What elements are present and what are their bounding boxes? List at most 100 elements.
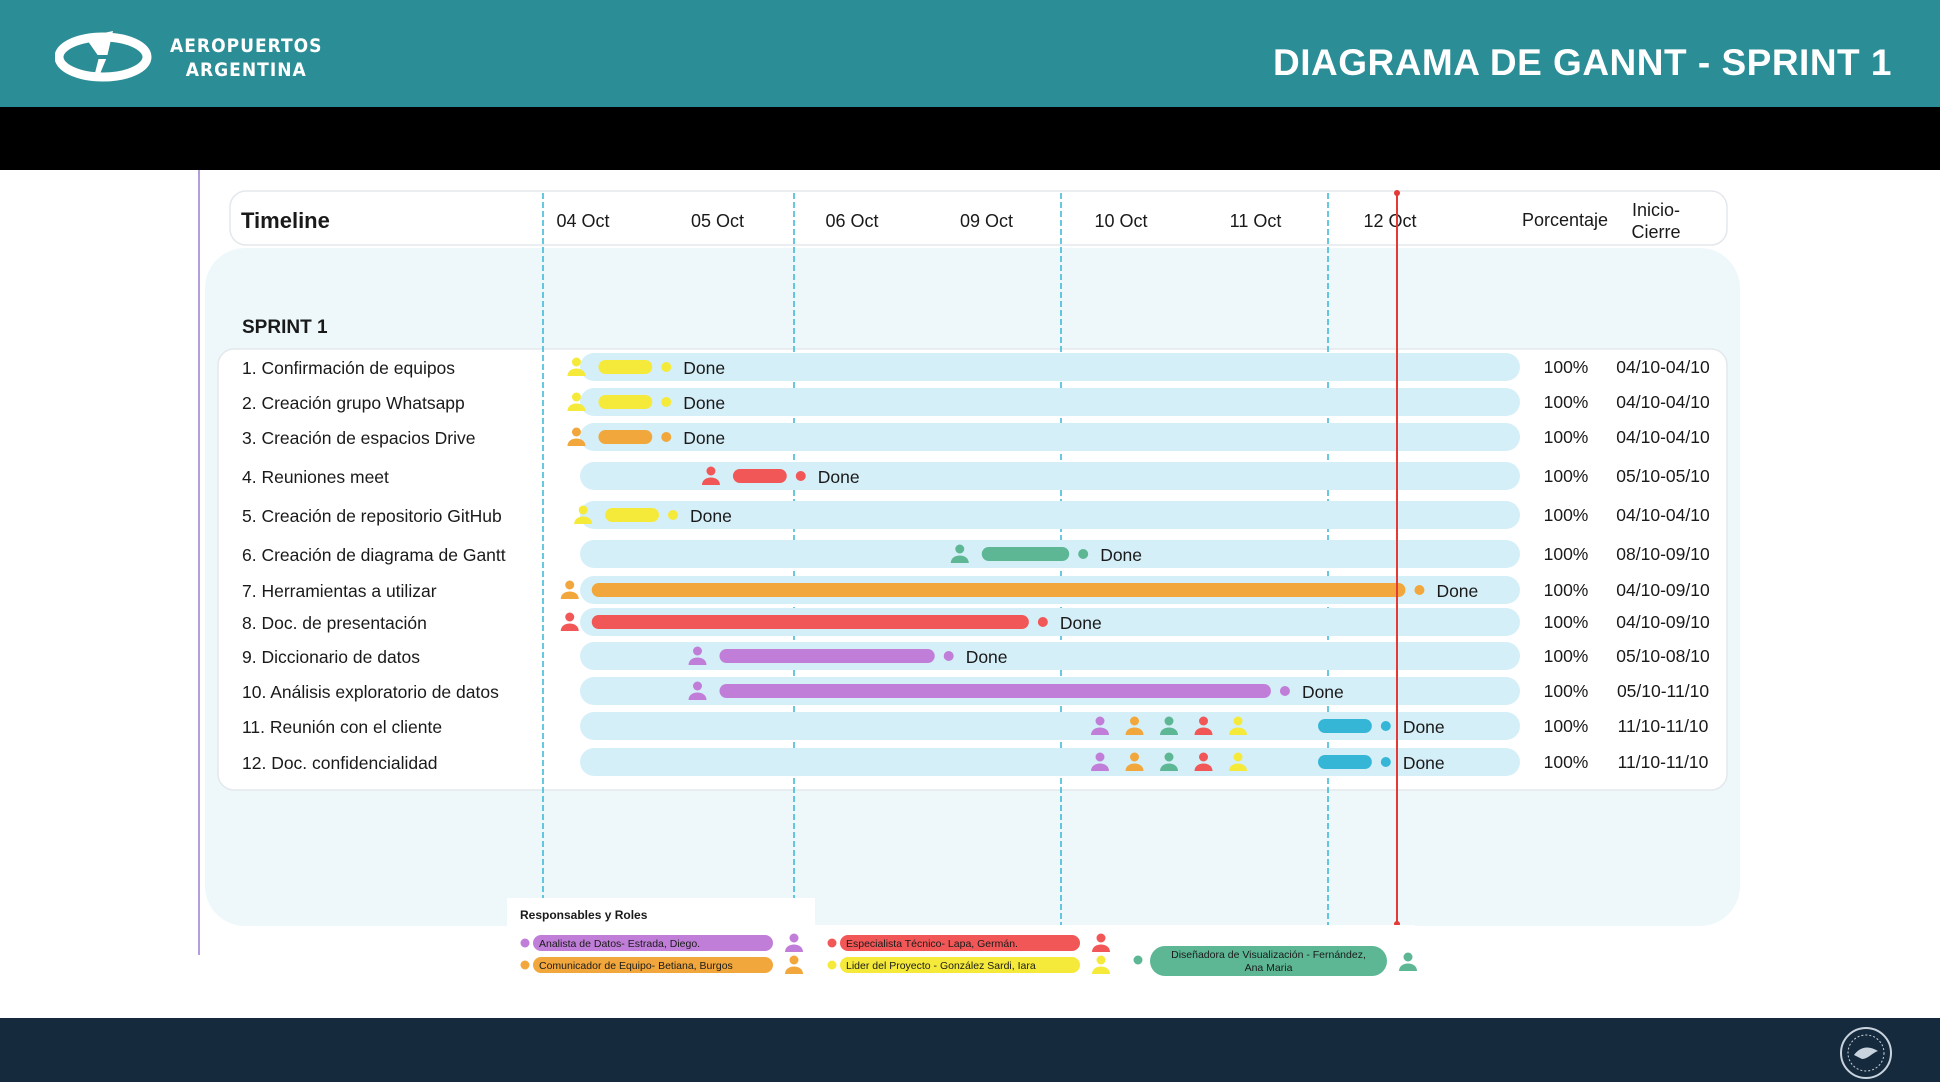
task-percent: 100% [1544,466,1589,486]
person-icon-body [1092,944,1110,952]
legend-dot [827,938,837,948]
task-end-dot [1414,585,1425,595]
legend-dot [827,960,837,970]
task-percent: 100% [1544,427,1589,447]
legend-label: Especialista Técnico- Lapa, Germán. [846,938,1018,950]
task-status: Done [818,467,860,487]
person-icon [574,505,593,524]
task-end-dot [661,432,672,442]
left-guide-line [198,170,200,955]
task-row: 7. Herramientas a utilizar Done 100% 04/10-… [242,576,1710,604]
person-icon [1194,716,1213,735]
legend-pill [1150,946,1387,976]
task-track [580,748,1520,776]
legend-item-especialista: Especialista Técnico- Lapa, Germán. [827,933,1110,952]
person-icon-head [565,580,575,590]
person-icon-body [1125,727,1144,735]
person-icon [1091,716,1109,735]
task-percent: 100% [1544,505,1589,525]
black-bar [0,107,1940,170]
task-bar [732,469,787,483]
legend-pill [533,957,773,973]
person-icon-body [1194,727,1213,735]
person-icon-head [1164,752,1174,762]
person-icon-body [560,623,579,631]
task-end-dot [1380,757,1391,767]
task-label: 11. Reunión con el cliente [242,717,442,737]
person-icon-body [567,438,586,446]
person-icon [1160,716,1178,735]
person-icon-head [1095,752,1105,762]
task-row: 12. Doc. confidencialidad Done 100% 11/10-1… [242,748,1709,776]
legend-label: Analista de Datos- Estrada, Diego. [539,938,700,950]
task-status: Done [683,358,725,378]
person-icon-body [688,657,707,665]
task-dates: 11/10-11/10 [1618,716,1709,736]
task-end-dot [1037,617,1048,627]
legend: Analista de Datos- Estrada, Diego. Comuni… [520,933,1417,976]
task-status: Done [1403,753,1445,773]
person-icon-head [1199,716,1208,726]
legend-item-lider: Lider del Proyecto - González Sardi, Iar… [827,955,1110,974]
task-label: 6. Creación de diagrama de Gantt [242,545,506,565]
legend-label: Ana Maria [1245,962,1293,974]
column-label: 06 Oct [825,211,878,231]
person-icon-head [1233,716,1243,726]
task-status: Done [1302,682,1344,702]
person-icon-head [789,955,799,965]
person-icon-body [950,555,969,563]
task-percent: 100% [1544,612,1589,632]
header-bar: AEROPUERTOS ARGENTINA DIAGRAMA DE GANNT … [0,0,1940,107]
person-icon-head [1130,752,1139,762]
person-icon [1092,955,1110,974]
legend-label: Lider del Proyecto - González Sardi, Iar… [846,960,1036,972]
task-track [580,353,1520,381]
person-icon [950,544,969,563]
person-icon [560,612,579,631]
column-label: 10 Oct [1094,211,1147,231]
task-percent: 100% [1544,752,1589,772]
task-dates: 04/10-04/10 [1616,427,1710,447]
person-icon-body [1399,963,1417,971]
task-bar [981,547,1070,561]
person-icon-head [1164,716,1174,726]
person-icon [1125,752,1144,771]
task-status: Done [683,428,725,448]
column-label: 11 Oct [1230,211,1282,231]
timeline-label: Timeline [241,208,330,233]
task-end-dot [1279,686,1290,696]
legend-pill [533,935,773,951]
legend-label: Diseñadora de Visualización - Fernández, [1171,949,1366,961]
task-row: 6. Creación de diagrama de Gantt Done 100%… [242,540,1710,568]
person-icon-head [571,427,581,437]
person-icon-head [1130,716,1139,726]
person-icon-head [693,646,702,656]
day-dividers [542,193,1329,928]
task-track [580,423,1520,451]
person-icon-body [785,944,803,952]
person-icon [1229,752,1247,771]
person-icon [688,681,707,700]
task-bar [598,430,653,444]
person-icon [1125,716,1144,735]
person-icon-head [955,544,965,554]
legend-item-comunicador: Comunicador de Equipo- Betiana, Burgos [520,955,803,974]
task-end-dot [943,651,954,661]
task-bar [719,649,935,663]
task-percent: 100% [1544,681,1589,701]
legend-pill [840,935,1080,951]
task-bar [591,615,1029,629]
task-percent: 100% [1544,716,1589,736]
task-dates: 04/10-09/10 [1616,580,1710,600]
footer-bar [0,1018,1940,1082]
column-label: 12 Oct [1363,211,1416,231]
dates-header-line2: Cierre [1631,222,1680,242]
legend-title: Responsables y Roles [520,908,648,922]
person-icon-head [706,466,716,476]
task-status: Done [1060,613,1102,633]
task-row: 1. Confirmación de equipos Done 100% 04/10-… [242,353,1710,381]
task-label: 2. Creación grupo Whatsapp [242,393,465,413]
task-label: 12. Doc. confidencialidad [242,753,438,773]
person-icon-head [1199,752,1208,762]
